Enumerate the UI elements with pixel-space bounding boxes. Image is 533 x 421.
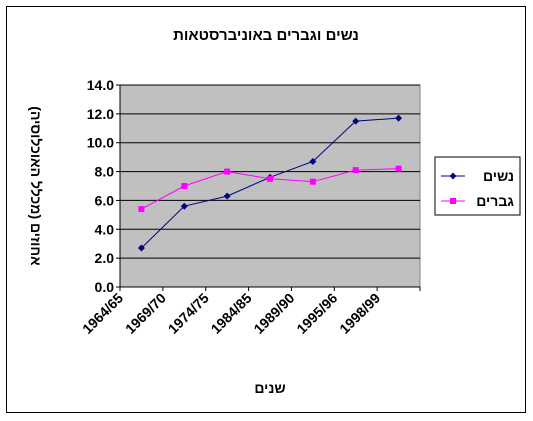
- y-tick-label: 8.0: [95, 164, 115, 180]
- plot-area: [119, 84, 421, 288]
- x-tick-label: 1984/85: [208, 290, 255, 337]
- data-point-s1: [223, 192, 231, 200]
- data-point-s1: [395, 114, 403, 122]
- y-tick-label: 4.0: [95, 221, 115, 237]
- legend-label-2: גברים: [476, 193, 514, 209]
- y-tick-label: 10.0: [87, 135, 114, 151]
- legend-marker-1: [449, 172, 457, 180]
- legend-box: [434, 156, 521, 216]
- legend: נשים גברים: [434, 156, 521, 216]
- data-point-s2: [352, 167, 359, 174]
- legend-label-1: נשים: [483, 168, 514, 184]
- y-axis-ticks: 0.0 2.0 4.0 6.0 8.0 10.0 12.0 14.0: [87, 77, 120, 295]
- chart-title: נשים וגברים באוניברסטאות: [173, 27, 359, 44]
- gridlines: [120, 84, 420, 259]
- data-point-s2: [395, 165, 402, 172]
- x-tick-label: 1998/99: [336, 290, 383, 337]
- legend-marker-2: [450, 198, 456, 204]
- y-tick-label: 0.0: [95, 279, 115, 295]
- data-point-s1: [309, 157, 317, 165]
- x-tick-label: 1969/70: [122, 290, 169, 337]
- data-point-s1: [180, 202, 188, 210]
- x-tick-label: 1989/90: [250, 290, 297, 337]
- y-tick-label: 6.0: [95, 192, 115, 208]
- x-tick-label: 1974/75: [165, 290, 212, 337]
- x-tick-label: 1995/96: [293, 290, 340, 337]
- data-point-s2: [181, 183, 188, 189]
- data-point-s2: [267, 175, 273, 182]
- y-tick-label: 12.0: [87, 106, 114, 122]
- y-tick-label: 14.0: [87, 77, 114, 93]
- y-tick-label: 2.0: [95, 250, 115, 266]
- data-point-s1: [137, 244, 145, 252]
- series-layer: [137, 114, 403, 252]
- x-axis-ticks: 1964/651969/701974/751984/851989/901995/…: [79, 287, 421, 337]
- data-point-s2: [224, 168, 231, 175]
- data-point-s2: [309, 178, 316, 185]
- x-axis-label: שנים: [254, 380, 285, 396]
- y-axis-label: אחוזים (מכלל האוכלוסיה): [28, 106, 44, 266]
- x-tick-label: 1964/65: [79, 290, 126, 337]
- data-point-s2: [138, 206, 145, 213]
- data-point-s1: [352, 117, 360, 125]
